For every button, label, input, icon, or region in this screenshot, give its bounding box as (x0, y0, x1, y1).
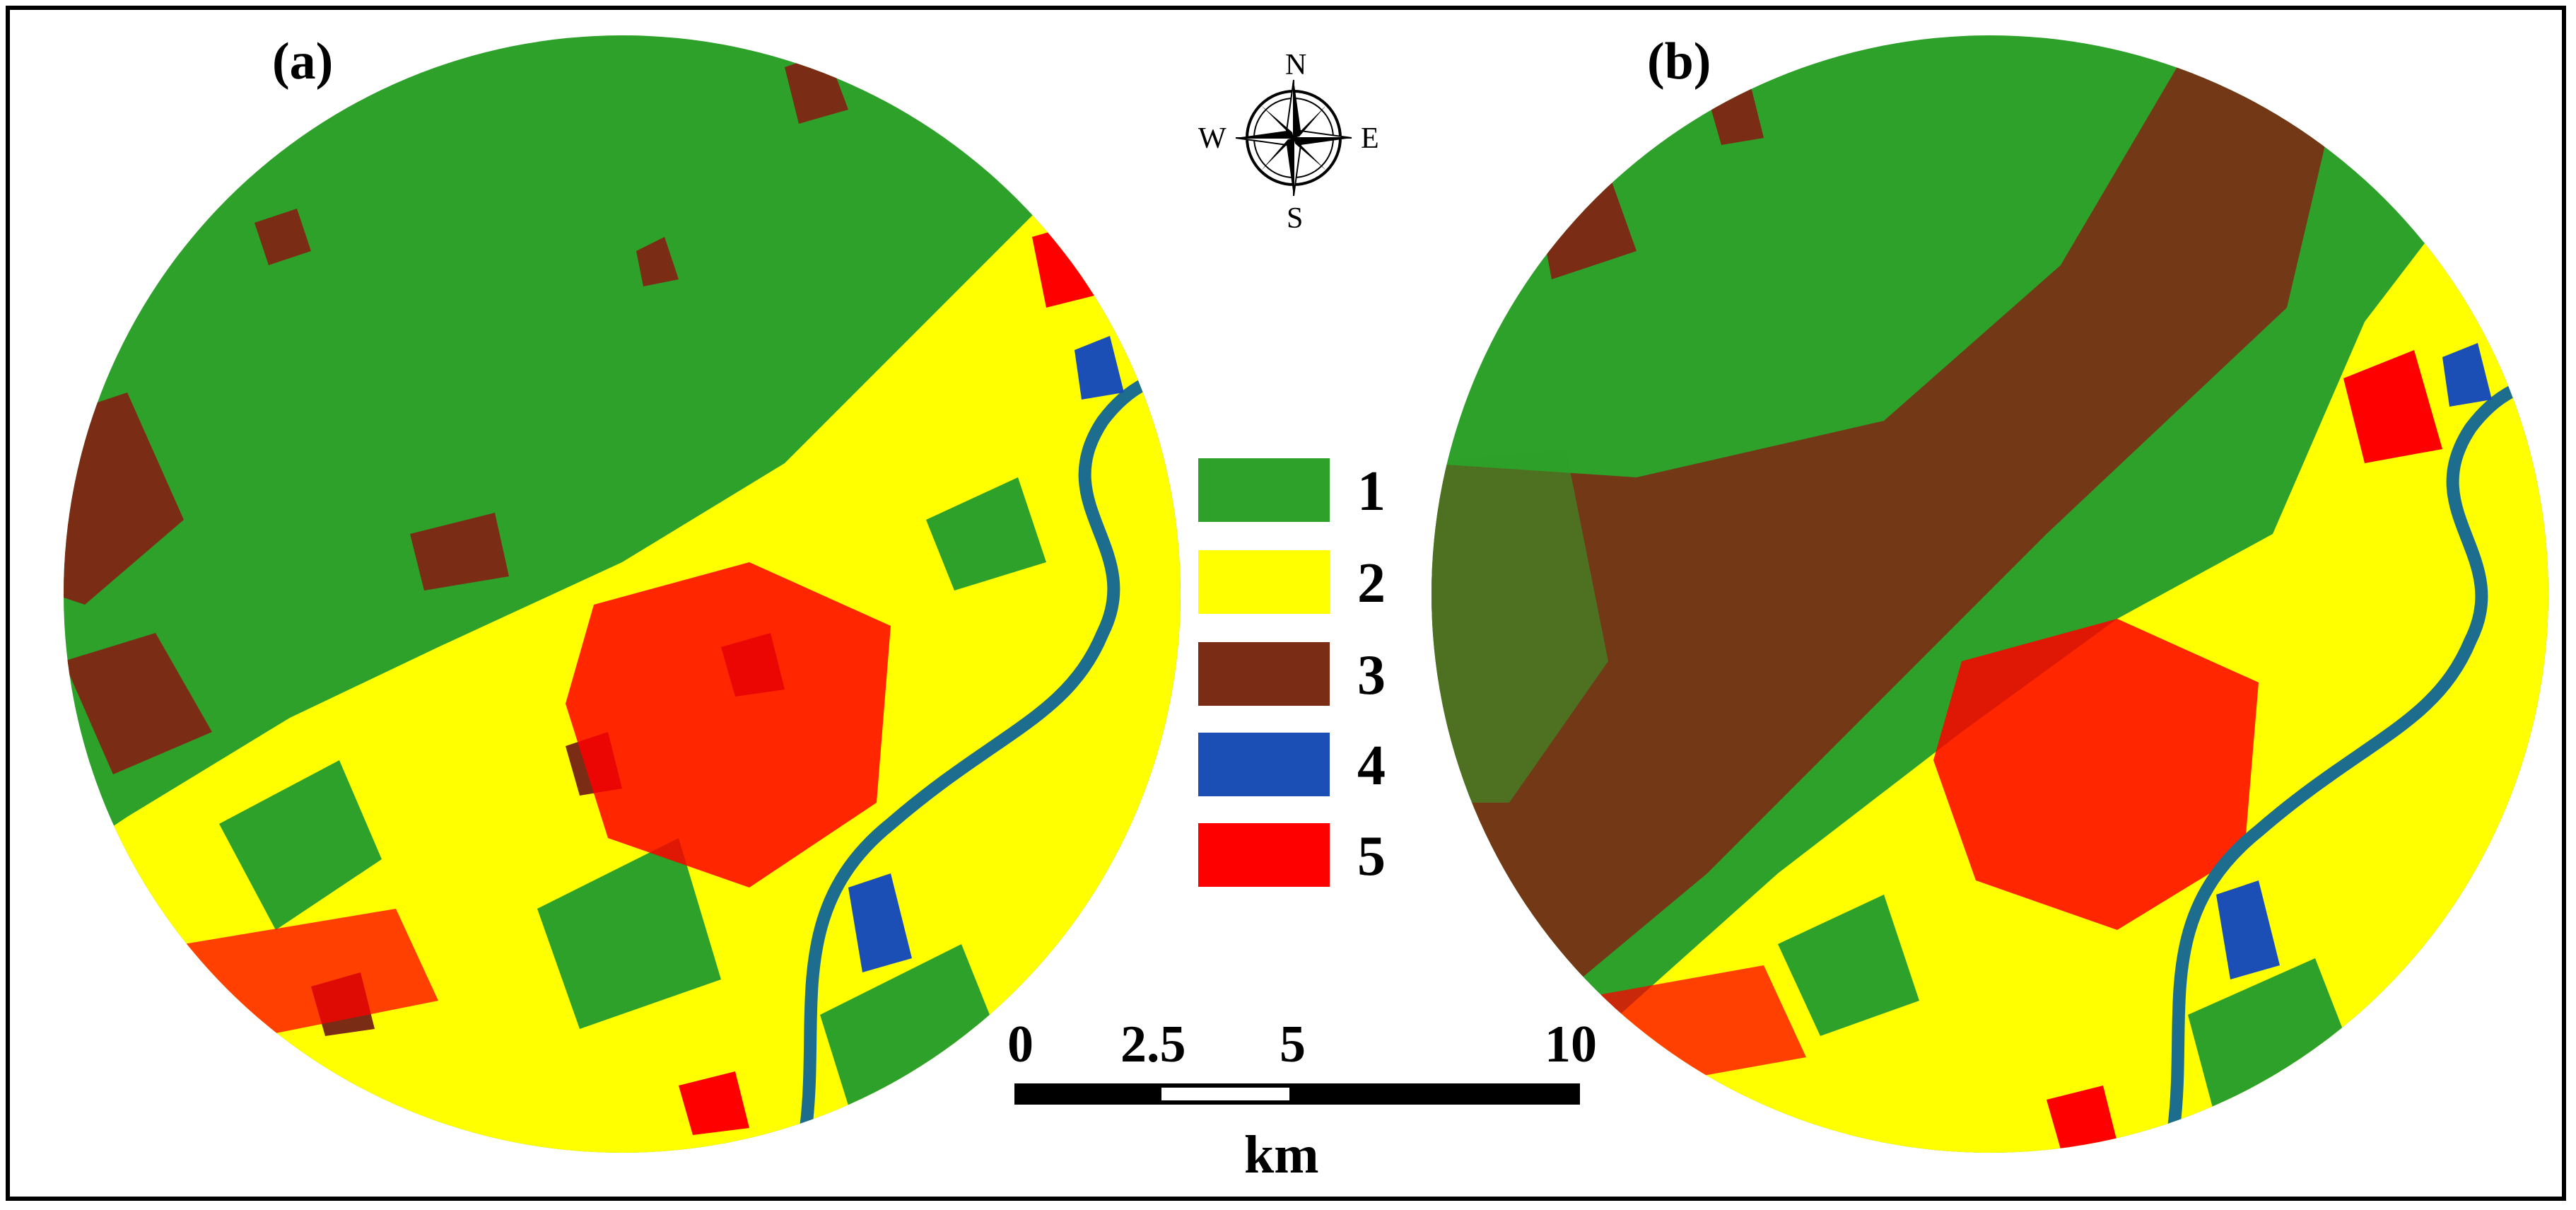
scale-tick-10: 10 (1545, 1016, 1597, 1074)
scale-unit: km (1244, 1125, 1319, 1185)
scale-tick-0: 0 (1007, 1016, 1034, 1074)
compass-east: E (1361, 122, 1379, 155)
scale-tick-2-5: 2.5 (1120, 1016, 1186, 1074)
compass-west: W (1198, 122, 1226, 155)
legend-swatch-3 (1198, 642, 1330, 706)
panel-label-b: (b) (1647, 33, 1711, 91)
class-5-urban-b (1933, 619, 2259, 930)
legend-swatch-4 (1198, 733, 1330, 796)
class-5-urban-a (566, 562, 891, 888)
legend-swatch-2 (1198, 550, 1330, 614)
river-b (2167, 366, 2548, 1129)
land-cover-map-b (1432, 35, 2548, 1153)
panel-label-a: (a) (272, 33, 334, 91)
legend-label-2: 2 (1357, 552, 1386, 615)
compass-north: N (1285, 49, 1307, 81)
legend-label-3: 3 (1357, 644, 1386, 706)
scale-tick-5: 5 (1280, 1016, 1306, 1074)
legend-swatch-1 (1198, 458, 1330, 522)
river-a (800, 359, 1181, 1129)
class-2-region-b (1495, 166, 2548, 1153)
legend-label-5: 5 (1357, 825, 1386, 888)
class-4-water-b (2216, 880, 2280, 979)
legend-label-4: 4 (1357, 735, 1386, 797)
scale-segment-3 (1292, 1083, 1580, 1105)
compass-south: S (1287, 202, 1304, 235)
compass-rose-icon (1235, 79, 1352, 197)
land-cover-map-a (64, 35, 1181, 1153)
scale-segment-1 (1014, 1083, 1159, 1105)
scale-segment-2 (1157, 1083, 1294, 1105)
class-4-water-a (848, 873, 912, 972)
legend-label-1: 1 (1357, 460, 1386, 523)
legend-swatch-5 (1198, 823, 1330, 887)
class-3-band-b (1432, 35, 2343, 1015)
